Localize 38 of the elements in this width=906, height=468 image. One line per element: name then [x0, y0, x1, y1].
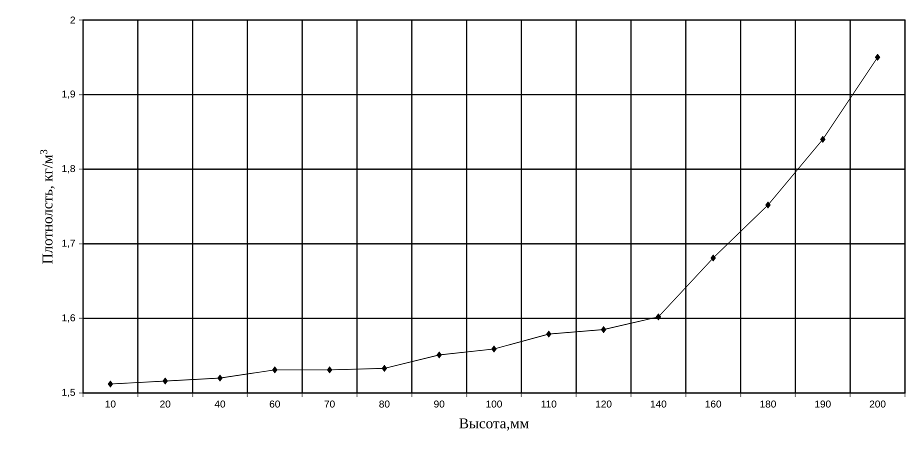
- x-tick-label: 190: [815, 400, 831, 408]
- x-tick-label: 120: [596, 400, 612, 408]
- y-axis-title: Плотнолсть, кг/м$^{3}$: [40, 150, 55, 264]
- point: [382, 364, 388, 372]
- point: [765, 202, 771, 208]
- y-tick-label: 1,8: [62, 165, 76, 174]
- point: [820, 136, 826, 143]
- point: [272, 366, 278, 374]
- x-tick-label: 160: [706, 400, 722, 408]
- y-tick-label: 1,7: [62, 240, 75, 248]
- point: [326, 366, 332, 374]
- x-tick-label: 110: [542, 400, 556, 408]
- point: [108, 380, 114, 388]
- point: [162, 378, 168, 384]
- x-tick-label: 70: [324, 400, 335, 408]
- x-tick-label: 10: [106, 400, 116, 408]
- point: [874, 54, 880, 61]
- x-tick-label: 20: [160, 400, 170, 408]
- x-tick-label: 60: [270, 400, 280, 408]
- y-tick-label: 1,5: [62, 388, 76, 398]
- x-tick-label: 90: [434, 400, 444, 408]
- x-tick-label: 200: [870, 400, 886, 408]
- x-tick-label: 100: [486, 400, 502, 408]
- y-tick-label: 1,6: [62, 314, 76, 323]
- y-tick-label: 2: [70, 16, 75, 24]
- point: [546, 330, 552, 338]
- x-axis-title: Высота,мм: [459, 418, 529, 431]
- point: [491, 346, 497, 352]
- x-tick-label: 140: [650, 400, 666, 408]
- point: [217, 374, 223, 382]
- point: [600, 326, 606, 333]
- point: [710, 254, 716, 262]
- point: [436, 352, 442, 358]
- x-tick-label: 80: [379, 400, 390, 408]
- y-tick-label: 1,9: [62, 90, 76, 99]
- x-tick-label: 180: [760, 400, 776, 408]
- point: [656, 314, 662, 320]
- x-tick-label: 40: [214, 400, 226, 408]
